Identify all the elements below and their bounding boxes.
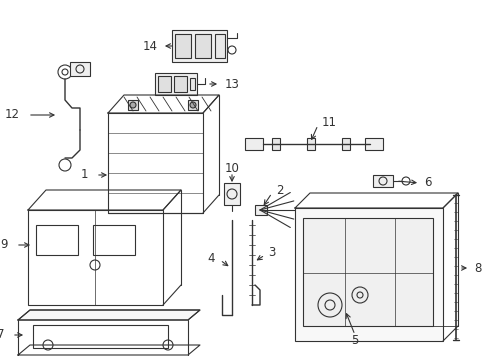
Bar bbox=[175, 34, 191, 58]
Text: 7: 7 bbox=[0, 328, 5, 342]
Bar bbox=[93, 225, 135, 255]
Text: 12: 12 bbox=[5, 108, 20, 122]
Text: 1: 1 bbox=[81, 168, 88, 181]
Bar bbox=[128, 100, 138, 110]
Bar bbox=[303, 218, 432, 326]
Bar bbox=[372, 175, 392, 187]
Bar bbox=[155, 73, 197, 95]
Bar bbox=[306, 138, 314, 150]
Text: 14: 14 bbox=[142, 40, 158, 53]
Bar bbox=[28, 210, 163, 305]
Bar bbox=[244, 138, 263, 150]
Bar bbox=[172, 30, 226, 62]
Bar bbox=[341, 138, 349, 150]
Circle shape bbox=[190, 102, 196, 108]
Bar bbox=[36, 225, 78, 255]
Bar bbox=[33, 325, 168, 348]
Circle shape bbox=[130, 102, 136, 108]
Bar bbox=[254, 205, 266, 215]
Bar bbox=[190, 78, 195, 90]
Text: 5: 5 bbox=[350, 333, 358, 346]
Text: 8: 8 bbox=[473, 261, 480, 274]
Bar bbox=[294, 208, 442, 341]
Text: 4: 4 bbox=[207, 252, 215, 265]
Text: 13: 13 bbox=[224, 77, 240, 90]
Text: 3: 3 bbox=[267, 247, 275, 260]
Bar bbox=[187, 100, 198, 110]
Bar bbox=[271, 138, 280, 150]
Text: 9: 9 bbox=[0, 238, 8, 252]
Bar bbox=[224, 183, 240, 205]
Polygon shape bbox=[18, 310, 200, 320]
Bar bbox=[195, 34, 210, 58]
Text: 2: 2 bbox=[275, 184, 283, 197]
Text: 6: 6 bbox=[423, 176, 430, 189]
Bar bbox=[158, 76, 171, 92]
Circle shape bbox=[351, 287, 367, 303]
Bar bbox=[215, 34, 224, 58]
Circle shape bbox=[317, 293, 341, 317]
Bar bbox=[174, 76, 186, 92]
Text: 10: 10 bbox=[224, 162, 239, 175]
Bar bbox=[364, 138, 382, 150]
Bar bbox=[70, 62, 90, 76]
Text: 11: 11 bbox=[321, 116, 336, 129]
Bar bbox=[108, 113, 203, 213]
